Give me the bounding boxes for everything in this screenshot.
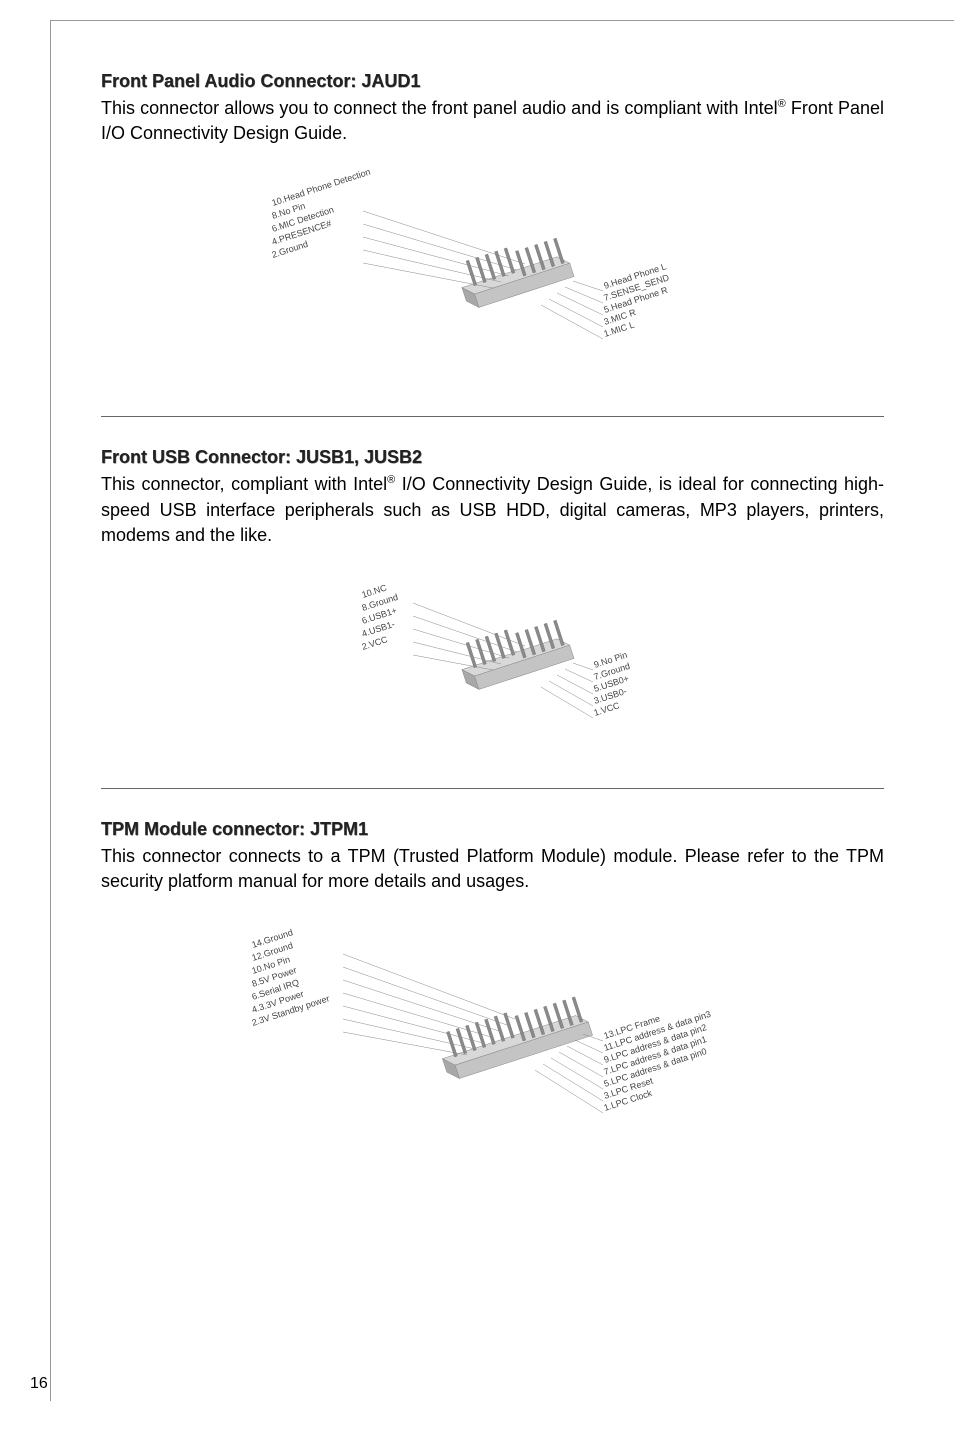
divider (101, 416, 884, 417)
body-jaud1: This connector allows you to connect the… (101, 96, 884, 146)
pin-label: 10.Head Phone Detection (270, 167, 371, 208)
heading-jaud1: Front Panel Audio Connector: JAUD1 (101, 71, 884, 92)
page-content: Front Panel Audio Connector: JAUD1 This … (50, 20, 954, 1401)
heading-jusb: Front USB Connector: JUSB1, JUSB2 (101, 447, 884, 468)
section-jusb: Front USB Connector: JUSB1, JUSB2 This c… (101, 447, 884, 748)
body-jusb: This connector, compliant with Intel® I/… (101, 472, 884, 548)
section-jtpm1: TPM Module connector: JTPM1 This connect… (101, 819, 884, 1164)
diagram-jtpm1: 14.Ground 12.Ground 10.No Pin 8.5V Power… (101, 924, 884, 1164)
page-number: 16 (30, 1375, 48, 1393)
section-jaud1: Front Panel Audio Connector: JAUD1 This … (101, 71, 884, 376)
diagram-jusb: 10.NC 8.Ground 6.USB1+ 4.USB1- 2.VCC 9.N… (101, 578, 884, 748)
body-jtpm1: This connector connects to a TPM (Truste… (101, 844, 884, 894)
divider (101, 788, 884, 789)
heading-jtpm1: TPM Module connector: JTPM1 (101, 819, 884, 840)
diagram-jaud1: 10.Head Phone Detection 8.No Pin 6.MIC D… (101, 176, 884, 376)
